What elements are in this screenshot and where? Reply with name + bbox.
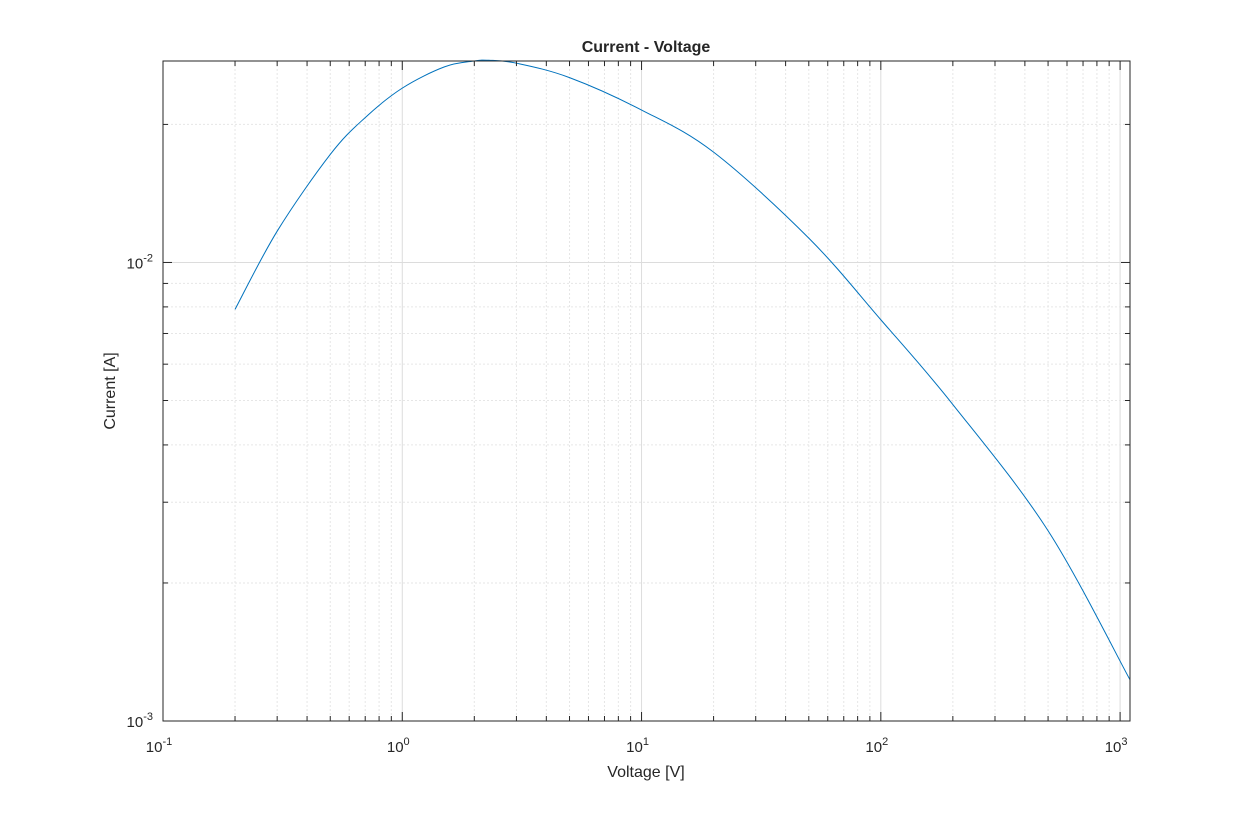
y-tick-label-layer: 10-310-2 [127,252,153,731]
plot-background [163,61,1130,721]
y-tick-label-base: 10 [127,714,144,731]
chart-title: Current - Voltage [582,39,711,56]
x-tick-label: 103 [1105,736,1128,756]
plot-frame [162,60,1131,722]
x-tick-label: 10-1 [146,736,172,756]
x-tick-label: 102 [865,736,888,756]
y-tick-label: 10-3 [127,711,153,731]
y-tick-label: 10-2 [127,252,153,272]
tick-mark-layer [162,61,1130,722]
series-line-1 [234,59,1131,681]
x-tick-label-exponent: 0 [404,736,410,748]
y-tick-label-exponent: -3 [143,711,153,723]
x-tick-label-exponent: 3 [1121,736,1127,748]
x-tick-label-base: 10 [865,739,882,756]
y-axis-label: Current [A] [102,352,119,429]
x-tick-label: 100 [387,736,410,756]
x-tick-label-exponent: 1 [643,736,649,748]
y-tick-label-base: 10 [127,255,144,272]
x-axis-label: Voltage [V] [607,764,684,781]
x-tick-label-base: 10 [146,739,163,756]
x-tick-label-exponent: -1 [162,736,172,748]
x-tick-label-base: 10 [1105,739,1122,756]
x-tick-label-exponent: 2 [882,736,888,748]
grid-layer [163,61,1130,721]
x-tick-label-base: 10 [387,739,404,756]
x-tick-label: 101 [626,736,649,756]
x-tick-label-layer: 10-1 100 101 102 103 [146,736,1128,756]
x-tick-label-base: 10 [626,739,643,756]
series-layer [234,59,1131,681]
y-tick-label-exponent: -2 [143,252,153,264]
